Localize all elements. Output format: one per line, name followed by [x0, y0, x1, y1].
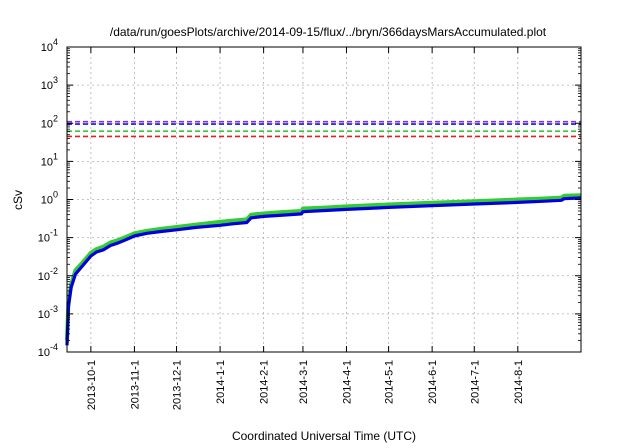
x-tick-label: 2013-10-1 — [86, 360, 98, 410]
x-tick-label: 2014-2-1 — [259, 360, 271, 404]
y-tick-label: 103 — [41, 75, 58, 92]
y-tick-label: 104 — [41, 37, 58, 54]
grid — [67, 47, 581, 352]
x-axis-ticks: 2013-10-1 2013-11-1 2013-12-1 2014-1-1 2014-… — [86, 47, 525, 410]
x-tick-label: 2014-3-1 — [298, 360, 310, 404]
chart-title: /data/run/goesPlots/archive/2014-09-15/f… — [110, 25, 547, 39]
x-tick-label: 2014-6-1 — [427, 360, 439, 404]
y-tick-label: 10-4 — [38, 342, 58, 359]
y-tick-label: 100 — [41, 190, 58, 207]
series-line-1 — [65, 193, 582, 341]
x-axis-label: Coordinated Universal Time (UTC) — [232, 429, 416, 443]
series-group — [65, 193, 582, 346]
y-tick-label: 101 — [41, 151, 58, 168]
x-tick-label: 2014-7-1 — [469, 360, 481, 404]
x-tick-label: 2014-1-1 — [215, 360, 227, 404]
y-tick-label: 10-1 — [38, 228, 58, 245]
y-tick-label: 102 — [41, 113, 58, 130]
x-tick-label: 2013-11-1 — [129, 360, 141, 409]
series-line-2 — [65, 196, 582, 346]
y-axis-label: cSv — [11, 190, 25, 210]
reference-lines — [67, 120, 581, 138]
x-tick-label: 2014-5-1 — [384, 360, 396, 404]
x-tick-label: 2013-12-1 — [172, 360, 184, 410]
x-tick-label: 2014-4-1 — [341, 360, 353, 404]
x-tick-label: 2014-8-1 — [513, 360, 525, 404]
y-tick-label: 10-3 — [38, 304, 58, 321]
y-axis-ticks: 10-4 10-3 10-2 10-1 100 101 102 103 104 — [38, 37, 581, 359]
y-tick-label: 10-2 — [38, 266, 58, 283]
